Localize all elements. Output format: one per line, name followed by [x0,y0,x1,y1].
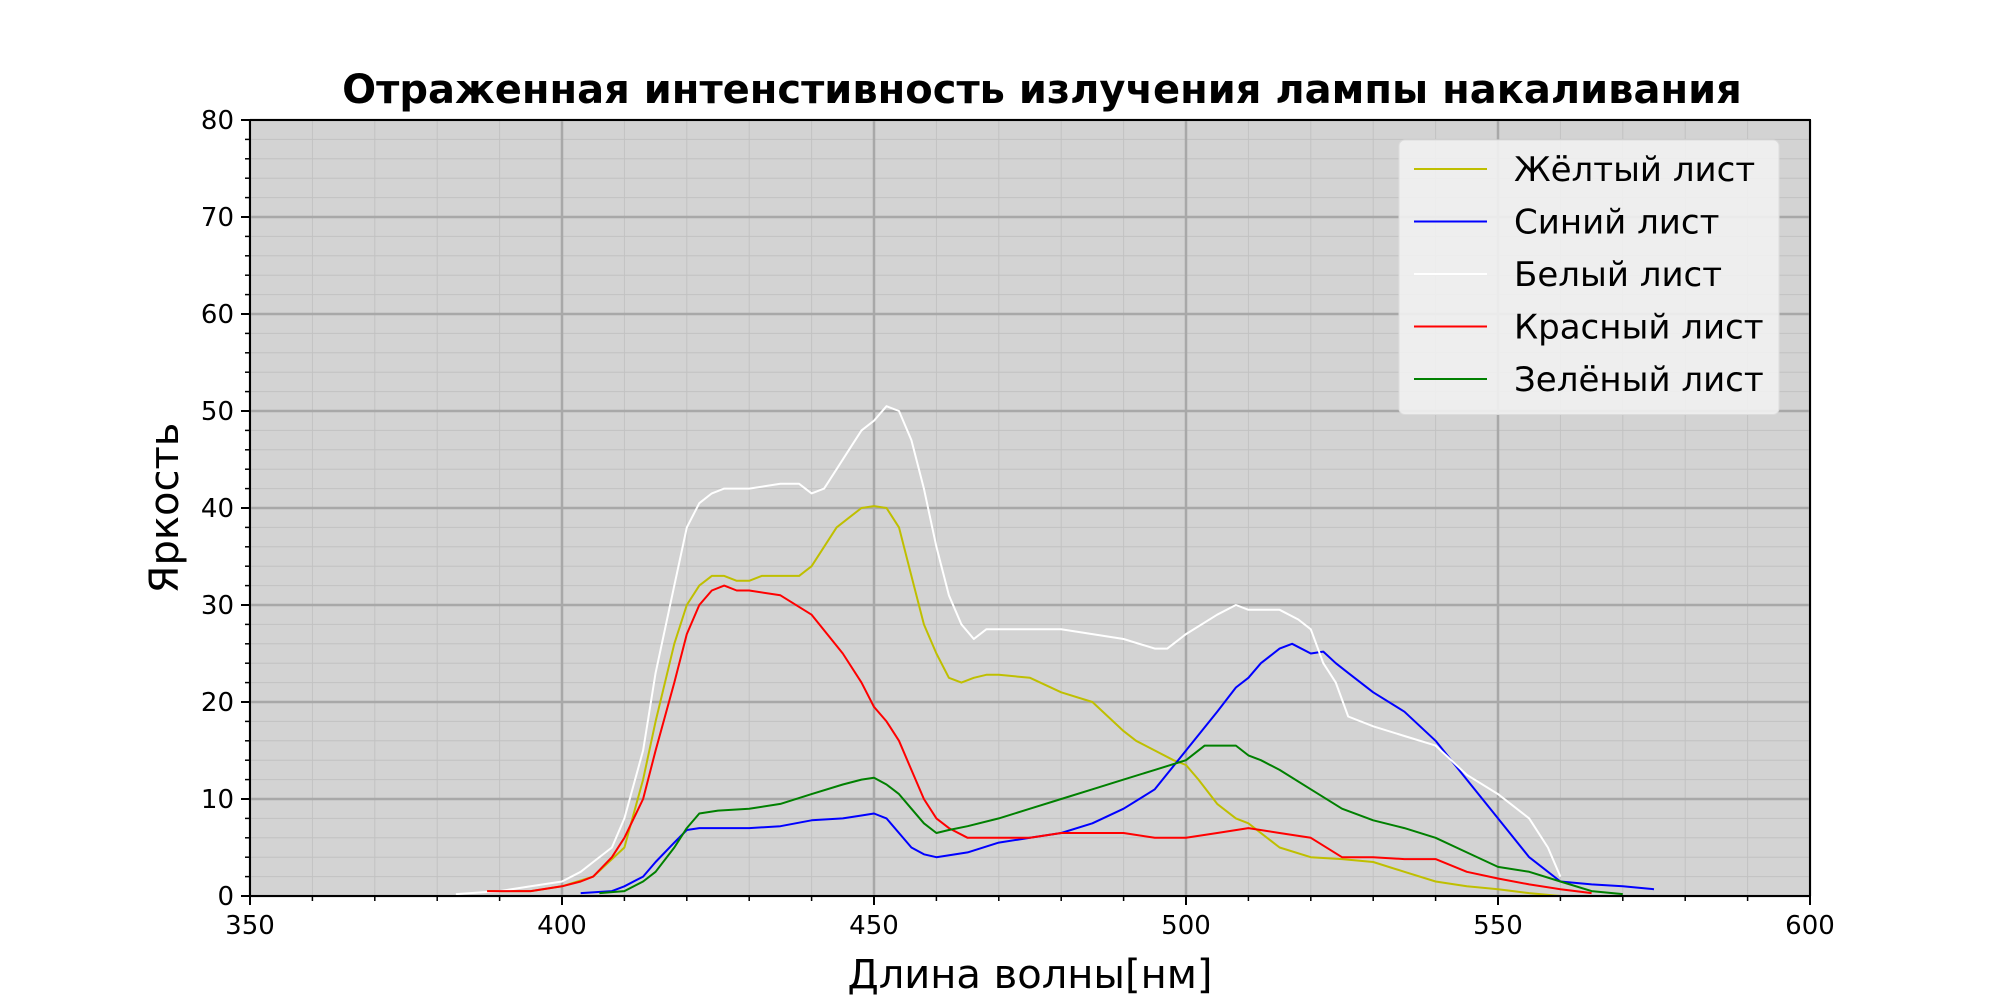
series-line-1 [487,505,1623,897]
y-tick-label: 0 [217,882,234,912]
legend-entry-label: Жёлтый лист [1514,150,1755,190]
series-line-2 [580,642,1655,895]
legend-box [1398,139,1780,415]
series-line-3 [455,405,1562,896]
axis-ticks [241,119,1811,905]
series-line-5 [599,744,1623,896]
x-axis-label: Длина волны[нм] [847,952,1212,998]
x-tick-label: 600 [1785,911,1835,941]
x-tick-label: 400 [537,911,587,941]
series-lines [455,405,1655,897]
y-tick-label: 10 [201,785,234,815]
series-line-4 [487,584,1592,895]
y-tick-label: 70 [201,203,234,233]
legend-entry-label: Красный лист [1514,308,1764,348]
y-tick-label: 20 [201,688,234,718]
x-tick-label: 500 [1161,911,1211,941]
tick-labels: 350 400 450 500 550 600 0 10 20 30 40 50 60 70 80 [201,106,1835,941]
legend-entry-label: Синий лист [1514,203,1719,243]
y-tick-label: 50 [201,397,234,427]
x-tick-label: 450 [849,911,899,941]
y-tick-label: 30 [201,591,234,621]
legend: Жёлтый лист Синий лист Белый лист Красный л… [1398,139,1780,415]
x-tick-label: 550 [1473,911,1523,941]
x-tick-label: 350 [225,911,275,941]
y-tick-label: 60 [201,300,234,330]
legend-entry-label: Зелёный лист [1514,360,1764,400]
legend-entry-label: Белый лист [1514,255,1722,295]
chart-title: Отраженная интенстивность излучения ламп… [342,67,1742,113]
y-tick-label: 40 [201,494,234,524]
y-tick-label: 80 [201,106,234,136]
y-axis-label: Яркость [142,423,188,594]
